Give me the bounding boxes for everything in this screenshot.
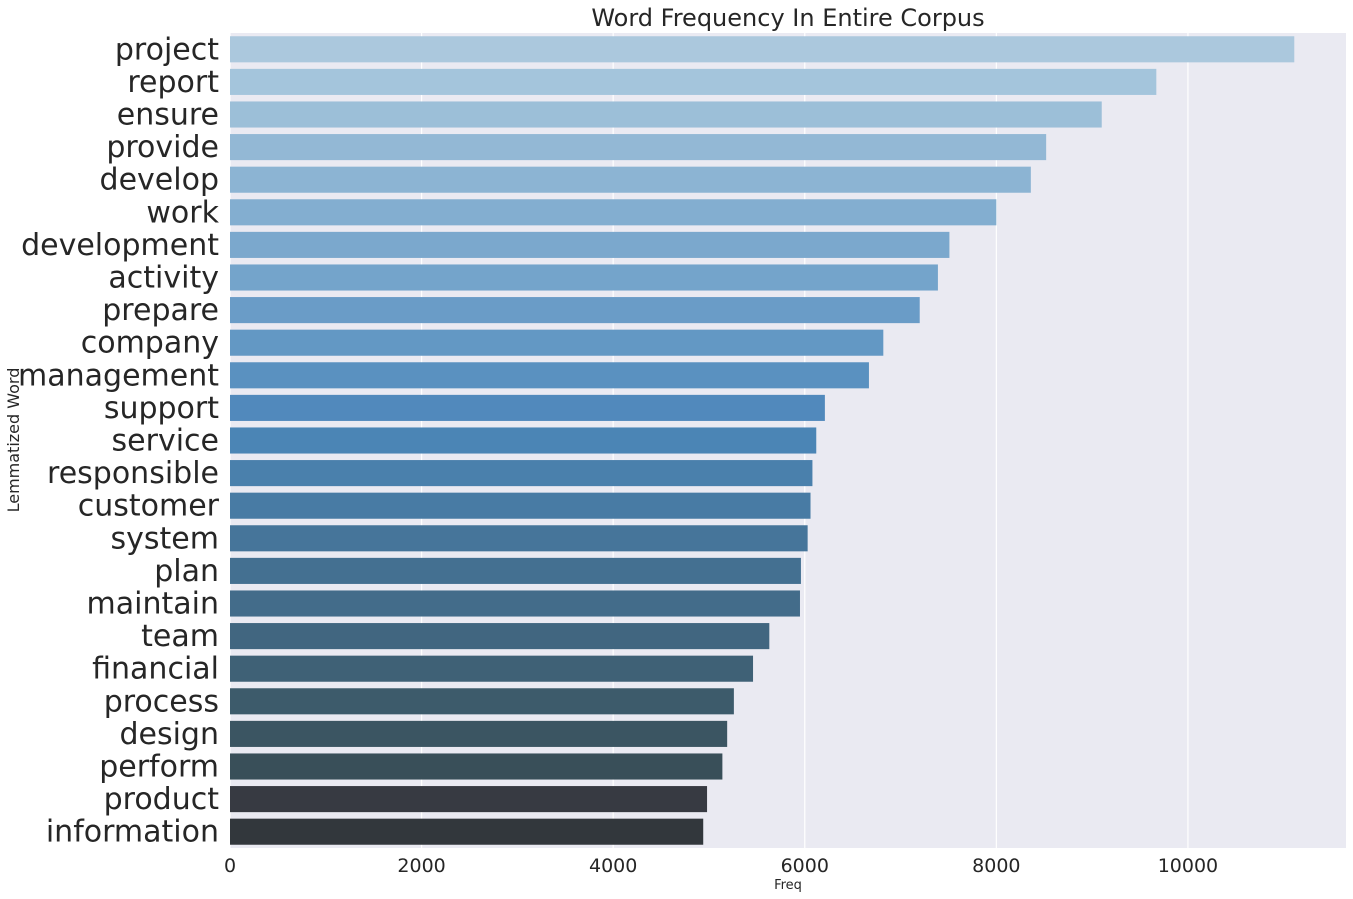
x-tick-label: 2000 <box>397 855 445 877</box>
x-tick-label: 0 <box>224 855 236 877</box>
bar-company <box>230 329 884 356</box>
y-tick-label: maintain <box>87 587 219 622</box>
y-tick-label: ensure <box>117 98 219 133</box>
y-tick-label: plan <box>154 554 219 589</box>
y-tick-label: management <box>18 358 219 393</box>
bar-activity <box>230 264 938 291</box>
bar-development <box>230 231 950 258</box>
y-tick-label: process <box>104 684 219 719</box>
bar-team <box>230 623 770 650</box>
bar-project <box>230 36 1295 63</box>
y-tick-label: financial <box>92 652 219 687</box>
bar-ensure <box>230 101 1102 128</box>
y-tick-label: activity <box>108 261 219 296</box>
x-axis-label: Freq <box>774 878 802 893</box>
y-axis-label: Lemmatized Word <box>4 368 23 513</box>
x-tick-label: 6000 <box>781 855 829 877</box>
bar-report <box>230 68 1157 95</box>
bar-work <box>230 199 997 226</box>
y-tick-labels: projectreportensureprovidedevelopworkdev… <box>18 32 220 849</box>
bar-customer <box>230 492 811 519</box>
y-tick-label: work <box>146 195 219 230</box>
x-tick-labels: 0 2000 4000 6000 8000 10000 <box>224 855 1218 877</box>
bar-support <box>230 394 825 421</box>
y-tick-label: report <box>127 65 219 100</box>
bars <box>230 36 1295 845</box>
chart-title: Word Frequency In Entire Corpus <box>591 4 984 32</box>
y-tick-label: service <box>112 424 219 459</box>
y-tick-label: project <box>115 32 219 67</box>
y-tick-label: product <box>104 782 220 817</box>
y-tick-label: team <box>141 619 219 654</box>
y-tick-label: system <box>111 521 219 556</box>
x-tick-label: 8000 <box>972 855 1020 877</box>
bar-product <box>230 786 708 813</box>
y-tick-label: development <box>21 228 219 263</box>
bar-prepare <box>230 297 920 324</box>
bar-process <box>230 688 734 715</box>
bar-perform <box>230 753 723 780</box>
bar-management <box>230 362 869 389</box>
y-tick-label: design <box>119 717 219 752</box>
bar-design <box>230 720 728 747</box>
bar-maintain <box>230 590 800 617</box>
y-tick-label: company <box>81 326 219 361</box>
y-tick-label: perform <box>99 750 219 785</box>
y-tick-label: information <box>46 815 219 850</box>
bar-plan <box>230 557 801 584</box>
bar-information <box>230 818 704 845</box>
y-tick-label: customer <box>78 489 220 524</box>
bar-system <box>230 525 808 552</box>
x-tick-label: 4000 <box>589 855 637 877</box>
y-tick-label: prepare <box>102 293 219 328</box>
bar-provide <box>230 134 1047 161</box>
y-tick-label: responsible <box>47 456 219 491</box>
y-tick-label: support <box>104 391 219 426</box>
bar-service <box>230 427 817 454</box>
y-tick-label: provide <box>106 130 219 165</box>
bar-financial <box>230 655 754 682</box>
bar-responsible <box>230 460 813 487</box>
bar-develop <box>230 166 1031 193</box>
y-tick-label: develop <box>100 163 219 198</box>
x-tick-label: 10000 <box>1158 855 1218 877</box>
